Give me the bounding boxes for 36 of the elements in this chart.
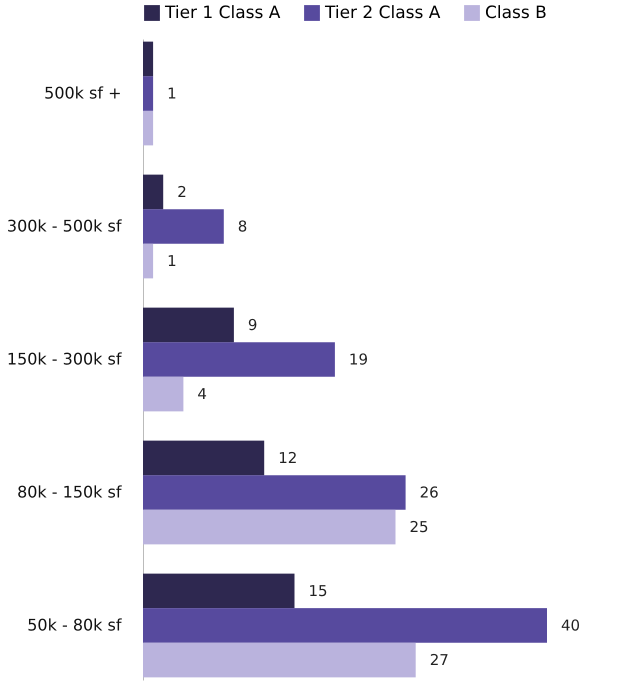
data-label: 1: [167, 84, 177, 103]
bar: [143, 308, 234, 342]
data-label: 15: [308, 582, 328, 600]
data-label: 12: [278, 448, 298, 467]
bar: [143, 475, 406, 510]
y-tick-label: 500k sf +: [44, 84, 122, 103]
data-label: 26: [420, 483, 439, 502]
bar: [143, 642, 416, 678]
legend-label: Class B: [485, 3, 547, 23]
bar: [143, 42, 154, 76]
y-tick-label: 300k - 500k sf: [6, 216, 122, 236]
data-label: 27: [430, 651, 449, 670]
legend-label: Tier 2 Class A: [324, 3, 441, 23]
bar: [143, 574, 294, 608]
bar: [143, 110, 154, 146]
bar: [143, 76, 154, 111]
bar: [143, 244, 154, 278]
data-label: 19: [348, 350, 368, 368]
bar: [143, 342, 335, 377]
bar: [143, 608, 547, 643]
data-label: 2: [177, 182, 187, 201]
data-label: 8: [238, 218, 248, 236]
legend-label: Tier 1 Class A: [164, 3, 281, 23]
bar: [143, 440, 264, 476]
data-label: 9: [248, 316, 258, 334]
bar: [143, 510, 396, 544]
bar: [143, 174, 164, 210]
bar: [143, 209, 224, 244]
data-label: 40: [561, 616, 580, 634]
y-tick-label: 150k - 300k sf: [6, 350, 122, 368]
data-label: 25: [410, 518, 429, 536]
data-label: 1: [167, 252, 177, 270]
bar: [143, 376, 184, 412]
y-tick-label: 50k - 80k sf: [27, 615, 122, 634]
y-tick-label: 80k - 150k sf: [17, 482, 122, 502]
data-label: 4: [197, 385, 207, 404]
